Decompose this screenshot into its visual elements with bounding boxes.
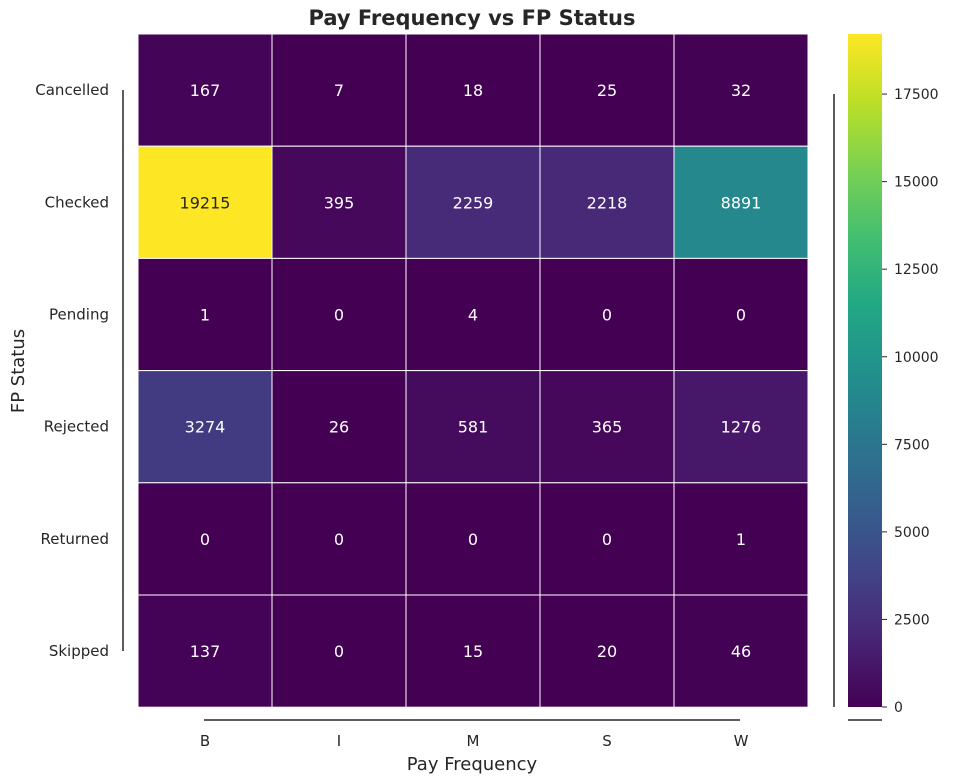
heatmap-cell <box>539 370 675 484</box>
x-axis-label: Pay Frequency <box>407 754 538 775</box>
colorbar-gradient <box>848 34 882 707</box>
cell-value-label: 20 <box>597 642 617 661</box>
colorbar-tick-label: 12500 <box>894 262 939 278</box>
colorbar-ticks: 0 2500 5000 7500 10000 12500 15000 17500 <box>882 87 939 716</box>
heatmap-cell <box>271 33 407 147</box>
y-axis-ticks: Cancelled Checked Pending Rejected Returned S… <box>35 81 109 660</box>
cell-value-label: 46 <box>731 642 751 661</box>
cell-value-label: 1 <box>200 306 210 325</box>
y-tick-label: Skipped <box>49 642 109 660</box>
cell-value-label: 19215 <box>180 193 231 212</box>
colorbar-tick-label: 2500 <box>894 612 930 628</box>
cell-value-label: 8891 <box>721 193 762 212</box>
colorbar: 0 2500 5000 7500 10000 12500 15000 17500 <box>833 34 939 721</box>
colorbar-tick-label: 5000 <box>894 525 930 541</box>
cell-value-label: 7 <box>334 81 344 100</box>
heatmap-cell <box>539 594 675 708</box>
chart-title: Pay Frequency vs FP Status <box>309 6 636 30</box>
cell-value-label: 1 <box>736 530 746 549</box>
x-tick-label: W <box>734 732 749 750</box>
cell-value-label: 137 <box>190 642 221 661</box>
heatmap-cell <box>673 257 809 372</box>
heatmap-cell <box>405 33 541 147</box>
y-tick-label: Pending <box>49 306 109 324</box>
cell-value-label: 1276 <box>721 418 762 437</box>
cell-value-label: 395 <box>324 193 355 212</box>
heatmap-cell <box>405 257 541 372</box>
heatmap-cell <box>271 482 407 596</box>
y-tick-label: Checked <box>45 193 109 211</box>
cell-value-label: 0 <box>334 530 344 549</box>
cell-value-label: 0 <box>334 306 344 325</box>
heatmap-cell <box>271 257 407 372</box>
colorbar-tick-label: 7500 <box>894 437 930 453</box>
cell-value-label: 0 <box>468 530 478 549</box>
x-tick-label: B <box>200 732 210 750</box>
y-tick-label: Rejected <box>44 418 109 436</box>
x-tick-label: M <box>467 732 480 750</box>
colorbar-tick-label: 17500 <box>894 87 939 103</box>
y-axis-label: FP Status <box>8 329 29 413</box>
colorbar-tick-label: 10000 <box>894 350 939 366</box>
heatmap-cell <box>405 594 541 708</box>
heatmap-cell <box>405 482 541 596</box>
colorbar-tick-label: 15000 <box>894 175 939 191</box>
heatmap-cells: 167 7 18 25 32 19215 395 2259 2218 8891 1 0 4 0 0 3274 2… <box>137 33 809 708</box>
cell-value-label: 3274 <box>185 418 226 437</box>
cell-value-label: 18 <box>463 81 483 100</box>
cell-value-label: 0 <box>334 642 344 661</box>
heatmap-cell <box>137 482 273 596</box>
heatmap-cell <box>137 370 273 484</box>
heatmap-cell <box>539 33 675 147</box>
heatmap-cell <box>673 370 809 484</box>
heatmap-cell <box>673 594 809 708</box>
cell-value-label: 0 <box>200 530 210 549</box>
x-tick-label: S <box>602 732 612 750</box>
cell-value-label: 2259 <box>453 193 494 212</box>
cell-value-label: 2218 <box>587 193 628 212</box>
heatmap-cell <box>673 33 809 147</box>
heatmap-cell <box>673 482 809 596</box>
heatmap-cell <box>271 594 407 708</box>
y-tick-label: Returned <box>40 530 109 548</box>
cell-value-label: 15 <box>463 642 483 661</box>
colorbar-tick-label: 0 <box>894 700 903 716</box>
cell-value-label: 0 <box>602 306 612 325</box>
heatmap-cell <box>271 370 407 484</box>
heatmap-cell <box>673 145 809 259</box>
heatmap-cell <box>405 145 541 259</box>
y-tick-label: Cancelled <box>35 81 109 99</box>
cell-value-label: 581 <box>458 418 489 437</box>
cell-value-label: 25 <box>597 81 617 100</box>
cell-value-label: 32 <box>731 81 751 100</box>
cell-value-label: 365 <box>592 418 623 437</box>
cell-value-label: 167 <box>190 81 221 100</box>
cell-value-label: 4 <box>468 306 478 325</box>
heatmap-cell <box>539 257 675 372</box>
cell-value-label: 0 <box>602 530 612 549</box>
heatmap-cell <box>137 145 273 259</box>
heatmap-cell <box>137 33 273 147</box>
heatmap-cell <box>405 370 541 484</box>
cell-value-label: 0 <box>736 306 746 325</box>
cell-value-label: 26 <box>329 418 349 437</box>
x-tick-label: I <box>337 732 341 750</box>
